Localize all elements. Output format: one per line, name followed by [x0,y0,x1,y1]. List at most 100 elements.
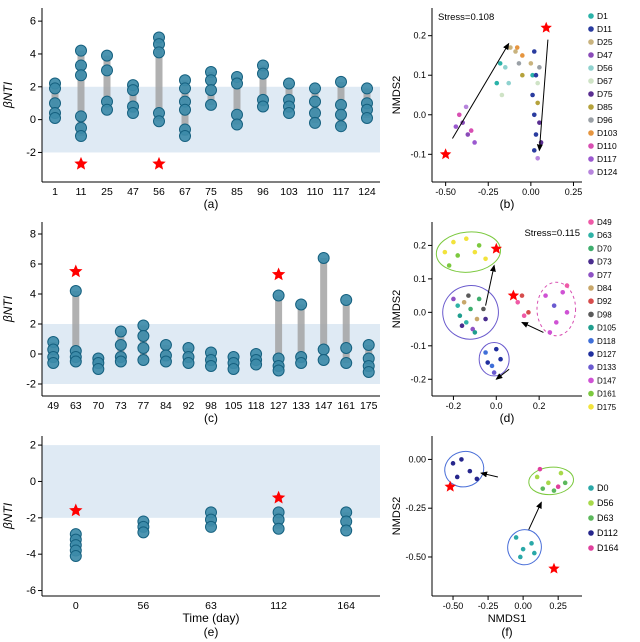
trajectory-arrow [536,39,549,152]
legend-entry: D112 [597,528,618,538]
data-point [179,103,191,116]
scatter-point [454,474,460,480]
scatter-point [472,140,477,145]
scatter-point [560,289,566,295]
reference-star [507,289,520,301]
scatter-point [483,316,488,322]
legend-swatch [588,117,594,123]
data-point [283,77,295,90]
data-point [69,355,82,368]
data-point [49,82,61,95]
scatter-point [481,306,486,312]
y-tick-label: 0.2 [413,240,426,250]
scatter-point [463,236,469,242]
y-tick-label: 0 [30,476,36,488]
legend-swatch [588,219,594,225]
data-point [295,298,308,311]
y-tick-label: 8 [30,229,36,241]
scatter-point [516,61,522,66]
data-point [317,354,330,366]
x-tick-label: 11 [76,186,87,198]
x-tick-label: 25 [101,186,113,198]
legend-swatch [588,351,594,357]
y-tick-label: 0.00 [408,454,426,464]
scatter-point [497,61,503,66]
data-point [295,357,308,369]
reference-star [490,242,502,254]
legend-entry: D161 [597,390,617,399]
legend-swatch [588,39,594,45]
scatter-point [547,330,553,335]
x-tick-label: -0.50 [435,187,456,197]
data-point [101,64,113,77]
data-point [340,294,353,306]
y-tick-label: 2 [30,440,36,452]
panel-f-nmds-scatter: 0.00 -0.25 -0.50 -0.50 -0.25 0.00 0.25 D0 D56 D63… [388,428,640,642]
scatter-point [558,470,564,476]
legend-swatch [588,104,594,110]
data-point [361,111,373,124]
figure-row-1: -2 0 2 4 6 1 11 25 47 56 67 75 85 96 103 110 117 124 βNTI(… [0,0,640,214]
x-tick-label: 175 [360,400,378,412]
scatter-point [531,112,537,118]
scatter-point [514,45,520,50]
trajectory-arrow [495,368,510,380]
y-tick-label: 0.1 [413,70,426,80]
data-point [272,364,285,377]
data-point [137,526,150,539]
scatter-point [513,535,519,540]
legend-entry: D110 [597,141,617,151]
y-axis-label: βNTI [1,81,15,109]
legend-entry: D133 [597,363,617,372]
data-point [335,75,347,88]
x-tick-label: 0 [73,600,79,612]
scatter-point [562,480,568,486]
y-tick-label: 0 [30,114,36,126]
scatter-point [466,293,471,298]
x-tick-label: 0.00 [522,187,540,197]
data-point [272,522,285,535]
scatter-point [451,296,456,302]
x-tick-label: 63 [205,600,217,612]
data-point [361,82,373,95]
stress-value: Stress=0.108 [438,12,494,23]
legend-swatch [588,65,594,71]
x-tick-label: 84 [160,400,172,412]
panel-b-nmds-scatter: -0.1 0.0 0.1 0.2 -0.50 -0.25 0.00 0.25 Stress=0.… [388,0,640,214]
legend-swatch [588,130,594,136]
scatter-point [450,461,456,466]
scatter-point [526,310,531,315]
scatter-point [468,306,473,312]
scatter-point [528,61,534,66]
legend-entry: D127 [597,350,617,359]
y-axis-label: NMDS2 [391,76,403,115]
panel-label: (c) [204,411,218,425]
data-point [101,49,113,62]
trajectory-arrow [452,42,510,139]
scatter-point [472,249,478,255]
x-tick-label: 96 [257,186,269,198]
legend-swatch [588,338,594,344]
legend-swatch [588,545,594,551]
legend-swatch [588,13,594,19]
scatter-point [537,120,542,125]
x-tick-label: 98 [205,400,217,412]
scatter-point [551,488,557,493]
trajectory-arrow [480,471,499,478]
y-tick-label: -0.1 [410,341,426,351]
scatter-point [515,300,521,305]
data-point [69,550,82,562]
scatter-point [508,45,513,50]
scatter-point [564,283,570,288]
panel-label: (f) [501,625,512,639]
legend-swatch [588,500,594,506]
chart-b-svg: -0.1 0.0 0.1 0.2 -0.50 -0.25 0.00 0.25 Stress=0.… [391,8,618,211]
legend-entry: D105 [597,324,617,333]
scatter-point [531,49,537,54]
cluster-ellipse [444,450,485,488]
legend-entry: D1 [597,11,608,21]
x-tick-label: 161 [337,400,355,412]
figure-row-2: -2 0 2 4 6 8 49 63 70 73 77 84 92 98 105 118 127 133 147 16… [0,214,640,428]
x-tick-label: 133 [292,400,310,412]
scatter-point [485,360,491,365]
